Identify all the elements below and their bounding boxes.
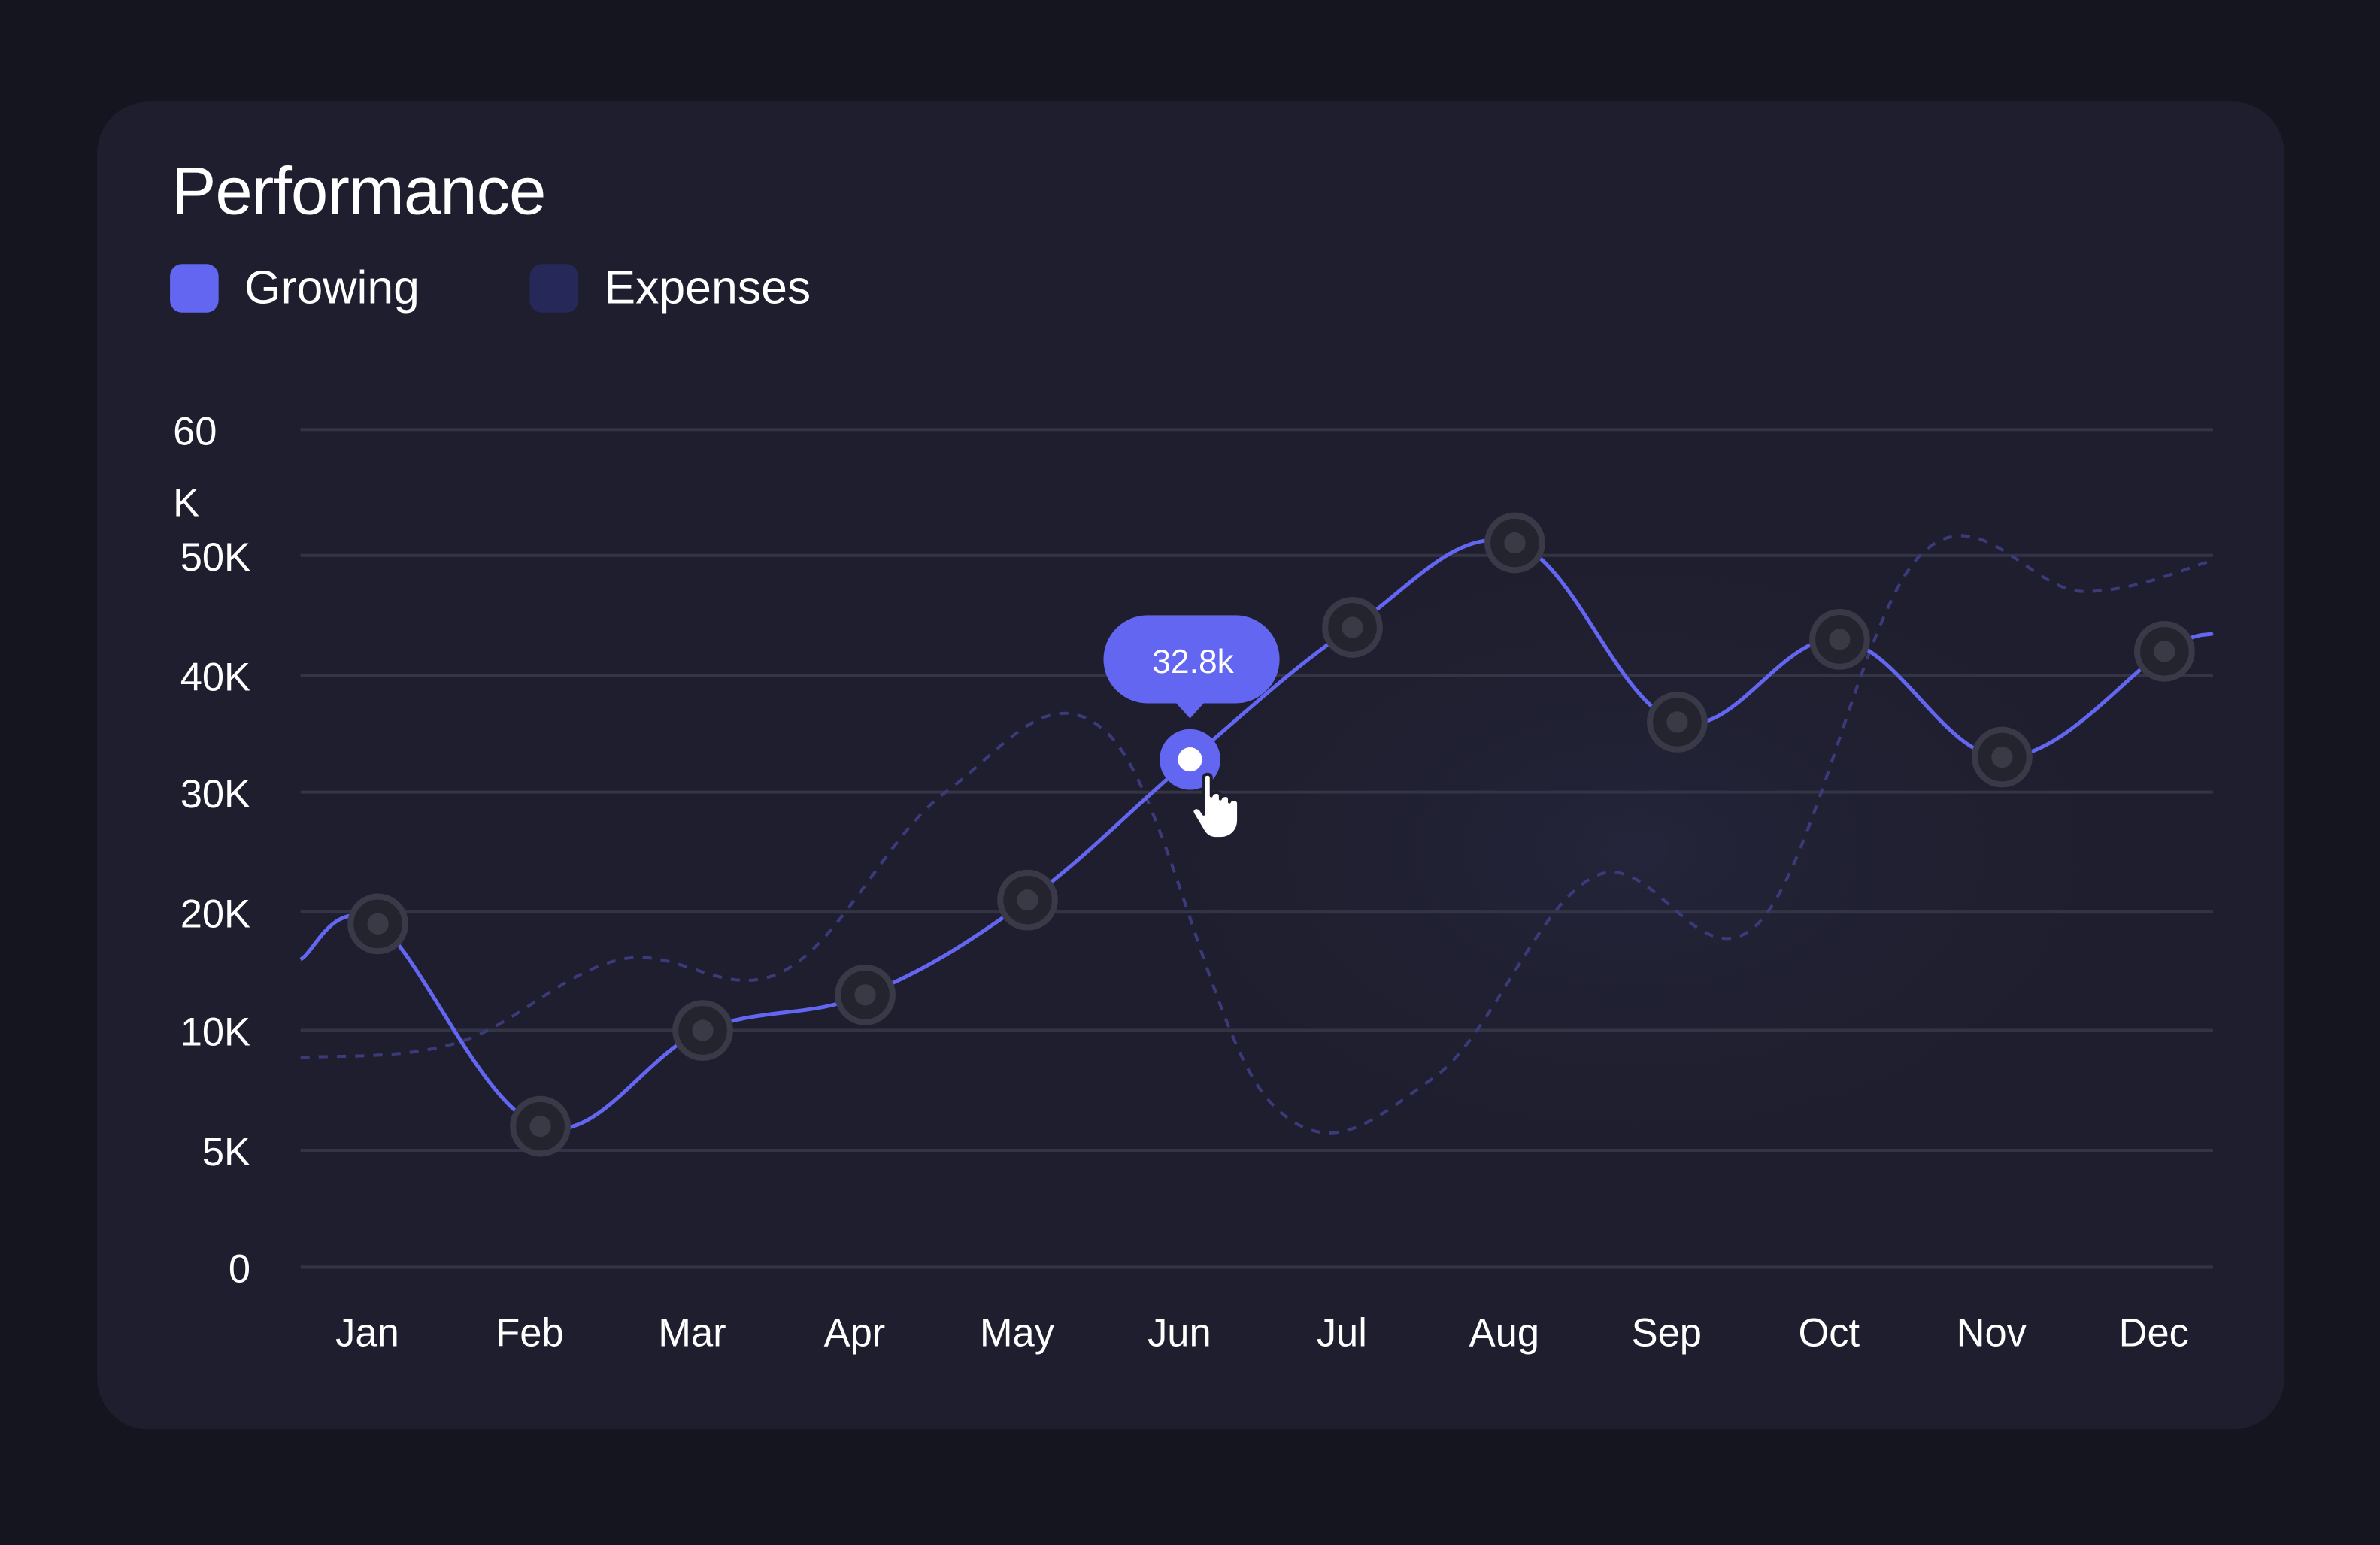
point-core xyxy=(854,984,876,1006)
legend-item-expenses[interactable]: Expenses xyxy=(529,261,811,316)
x-tick-label: Jul xyxy=(1317,1310,1367,1355)
x-tick-label: Dec xyxy=(2119,1310,2189,1355)
data-point-mar[interactable] xyxy=(672,1000,733,1061)
y-tick-label: 60 K xyxy=(173,409,217,525)
active-point-dot xyxy=(1178,747,1202,772)
hand-cursor-icon xyxy=(1190,772,1241,841)
data-point-apr[interactable] xyxy=(835,964,896,1025)
x-tick-label: Oct xyxy=(1798,1310,1860,1355)
tooltip-bubble xyxy=(1103,615,1280,704)
y-tick-label: 5K xyxy=(202,1130,250,1174)
y-tick-label: 0 xyxy=(229,1247,250,1292)
legend-label-growing: Growing xyxy=(244,261,420,314)
point-core xyxy=(367,913,389,935)
data-point-oct[interactable] xyxy=(1809,609,1870,670)
y-tick-label: 50K xyxy=(180,535,250,580)
legend-swatch-expenses xyxy=(529,264,579,313)
x-tick-label: May xyxy=(980,1310,1055,1355)
x-tick-label: Mar xyxy=(658,1310,726,1355)
data-point-feb[interactable] xyxy=(510,1095,571,1157)
point-core xyxy=(1666,711,1688,733)
data-point-nov[interactable] xyxy=(1972,726,2033,788)
data-point-may[interactable] xyxy=(997,869,1058,931)
y-tick-label: 10K xyxy=(180,1010,250,1055)
data-point-jul[interactable] xyxy=(1322,597,1383,658)
x-tick-label: Sep xyxy=(1632,1310,1702,1355)
x-tick-label: Aug xyxy=(1469,1310,1539,1355)
chart-title: Performance xyxy=(171,154,546,229)
point-core xyxy=(2154,641,2175,662)
point-core xyxy=(1342,616,1363,638)
y-tick-label: 20K xyxy=(180,892,250,936)
point-core xyxy=(1829,629,1851,650)
x-tick-label: Feb xyxy=(496,1310,563,1355)
chart-glow xyxy=(789,425,2156,1275)
data-point-aug[interactable] xyxy=(1484,512,1545,574)
point-core xyxy=(1991,746,2013,768)
x-tick-label: Apr xyxy=(824,1310,886,1355)
tooltip-value: 32.8k xyxy=(1152,644,1234,680)
point-core xyxy=(1504,532,1526,554)
point-core xyxy=(1017,889,1038,911)
tooltip-pointer xyxy=(1175,701,1205,719)
point-core xyxy=(692,1019,714,1041)
legend-item-growing[interactable]: Growing xyxy=(170,261,420,316)
y-tick-label: 30K xyxy=(180,772,250,816)
data-point-jan[interactable] xyxy=(347,893,408,955)
data-point-dec[interactable] xyxy=(2134,620,2195,682)
x-tick-label: Nov xyxy=(1957,1310,2027,1355)
data-point-sep[interactable] xyxy=(1647,692,1708,753)
series-line-expenses xyxy=(300,534,2214,1135)
value-tooltip: 32.8k xyxy=(1103,615,1280,719)
point-core xyxy=(529,1116,551,1138)
y-tick-label: 40K xyxy=(180,655,250,699)
legend-label-expenses: Expenses xyxy=(604,261,811,314)
x-tick-label: Jan xyxy=(335,1310,399,1355)
legend-swatch-growing xyxy=(170,264,219,313)
x-tick-label: Jun xyxy=(1148,1310,1211,1355)
